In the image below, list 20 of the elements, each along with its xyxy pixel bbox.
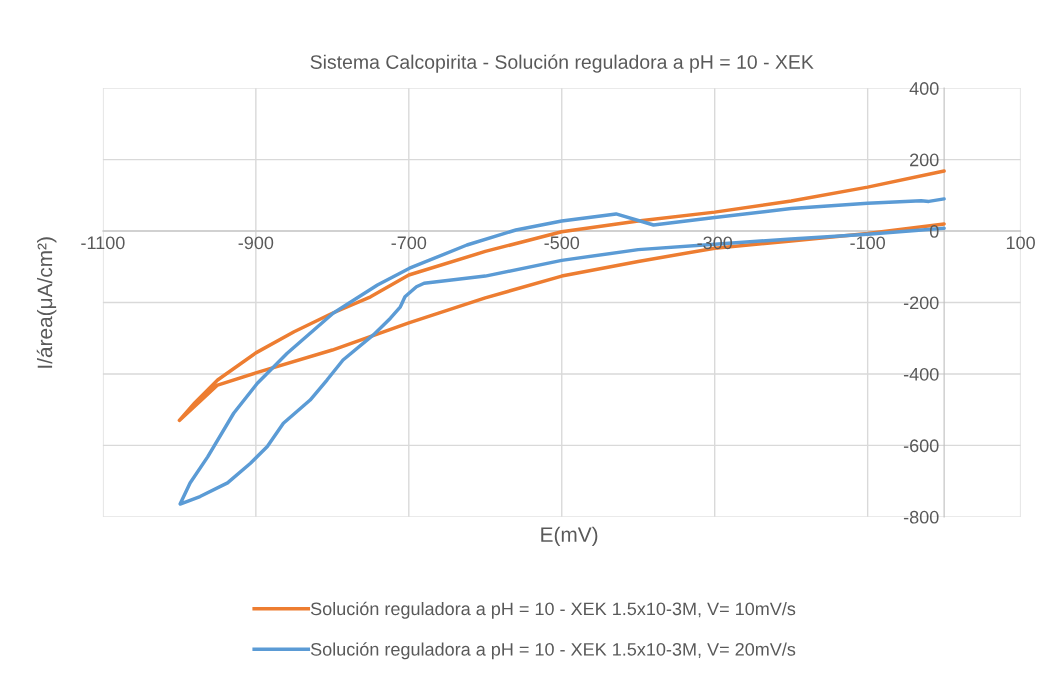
x-tick-label: -100 — [850, 236, 886, 250]
y-tick-label: -800 — [903, 510, 939, 524]
legend-label: Solución reguladora a pH = 10 - XEK 1.5x10-3M, V= 10mV/s — [310, 601, 796, 619]
y-axis-title: I/área(μA/cm²) — [36, 237, 57, 368]
legend-label: Solución reguladora a pH = 10 - XEK 1.5x10-3M, V= 20mV/s — [310, 642, 796, 660]
x-tick-label: -1100 — [81, 236, 125, 250]
x-axis-title: E(mV) — [541, 526, 598, 547]
y-tick-label: -400 — [903, 367, 939, 381]
chart-title: Sistema Calcopirita - Solución reguladora a pH = 10 - XEK — [310, 54, 814, 73]
y-tick-label: 400 — [909, 82, 939, 95]
y-tick-label: 200 — [910, 153, 939, 167]
line-series — [178, 197, 946, 506]
x-tick-label: -300 — [697, 236, 733, 250]
line-series — [177, 169, 946, 423]
y-tick-label: -600 — [903, 439, 939, 453]
x-tick-label: -700 — [391, 236, 427, 250]
x-tick-label: -500 — [544, 236, 580, 250]
x-tick-label: 100 — [1006, 236, 1035, 250]
y-tick-label: -200 — [903, 296, 939, 310]
x-tick-label: -900 — [238, 236, 274, 250]
